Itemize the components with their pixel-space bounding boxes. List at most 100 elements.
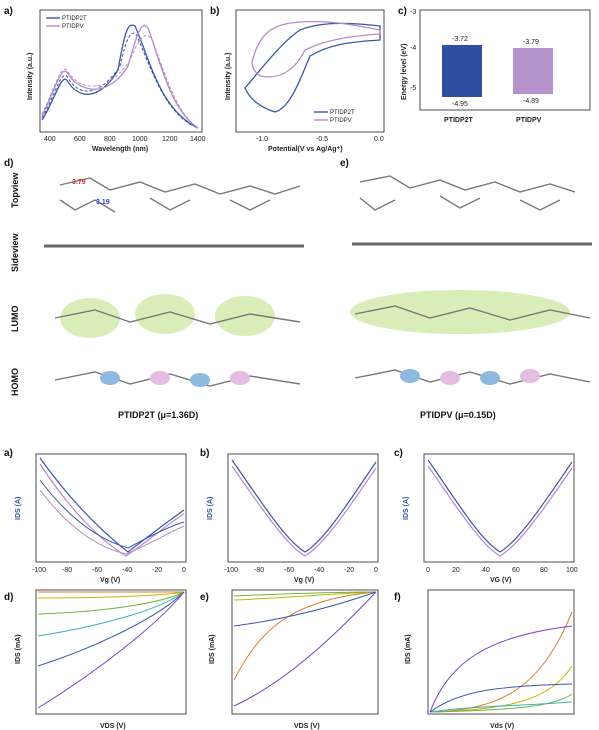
homo-ptidp2t [54, 371, 301, 387]
tick: -3 [410, 9, 416, 16]
x-axis-label: VDS (V) [294, 723, 320, 730]
x-axis-label: Vg (V) [100, 577, 120, 584]
x-axis-label: Vg (V) [294, 577, 314, 584]
panel-b-cv: b) PTIDP2T PTIDPV -1.0 -0.5 0.0 Potentia… [210, 6, 385, 153]
legend-ptidpv: PTIDPV [62, 24, 84, 30]
panel-b-letter: b) [210, 6, 219, 17]
lumo-value: -3.72 [452, 36, 468, 43]
lumo-ptidp2t [54, 294, 301, 338]
tick: 800 [104, 136, 116, 143]
tick: -40 [122, 567, 132, 574]
panel-letter: f) [394, 592, 401, 603]
bar-ptidp2t [442, 45, 482, 97]
caption-ptidpv: PTIDPV (μ=0.15D) [420, 410, 496, 420]
cv-ptidp2t-loop [244, 22, 381, 113]
top-figure-svg: a) PTIDP2T PTIDPV 400 600 800 1000 1200 … [4, 6, 592, 420]
x-axis-label: Wavelength (nm) [92, 146, 148, 153]
cv-ptidpv-loop [251, 20, 381, 78]
y-axis-label: Intensity (a.u.) [225, 53, 232, 100]
x-axis-label: VDS (V) [100, 723, 126, 730]
tick: -0.5 [316, 136, 328, 143]
row-label-homo: HOMO [10, 368, 20, 396]
series-ptidpv-film [41, 35, 199, 129]
tick: 40 [482, 567, 490, 574]
distance-label: 3.19 [96, 199, 110, 206]
tick: 600 [74, 136, 86, 143]
output-d: d) VDS (V) IDS (mA) [4, 589, 187, 730]
panel-a-absorption: a) PTIDP2T PTIDPV 400 600 800 1000 1200 … [4, 6, 206, 153]
tick: -80 [62, 567, 72, 574]
category-label: PTIDP2T [444, 117, 474, 124]
x-axis-label: VG (V) [490, 577, 511, 584]
bar-ptidpv [513, 48, 553, 94]
tick: -20 [344, 567, 354, 574]
x-axis-label: Potential(V vs Ag/Ag⁺) [268, 146, 343, 153]
tick: 400 [44, 136, 56, 143]
legend-ptidp2t: PTIDP2T [62, 16, 87, 22]
panel-letter: e) [200, 592, 209, 603]
row-label-topview: Topview [10, 172, 20, 208]
y-axis-label: IDS (A) [15, 497, 22, 520]
molecule-ptidpv-topview [359, 175, 576, 211]
tick: -40 [314, 567, 324, 574]
tick: 0 [426, 567, 430, 574]
tick: 1400 [190, 136, 206, 143]
series-ptidpv-solution [41, 24, 199, 129]
panel-c-energy: c) -3.72 -3.79 -4.95 -4.89 -3 -4 -5 PTID… [398, 6, 591, 124]
tick: -20 [152, 567, 162, 574]
y-axis-label: Intensity (a.u.) [27, 53, 34, 100]
panel-c-letter: c) [398, 6, 407, 17]
panel-letter: b) [200, 448, 209, 459]
tick: 100 [566, 567, 578, 574]
molecule-ptidp2t-topview: 3.79 3.19 [59, 177, 301, 213]
legend-ptidpv: PTIDPV [330, 118, 352, 124]
panel-b-axes [235, 9, 385, 133]
legend-ptidp2t: PTIDP2T [330, 110, 355, 116]
tick: 0 [182, 567, 186, 574]
panel-a-letter: a) [4, 6, 13, 17]
caption-ptidp2t: PTIDP2T (μ=1.36D) [118, 410, 198, 420]
y-axis-label: IDS (A) [207, 497, 214, 520]
tick: 0 [374, 567, 378, 574]
transfer-c: c) 0 20 40 60 80 100 VG (V) IDS (A) [394, 448, 578, 584]
figure-top: a) PTIDP2T PTIDPV 400 600 800 1000 1200 … [4, 6, 592, 420]
homo-ptidpv [354, 369, 591, 385]
x-axis-label: Vds (V) [490, 723, 514, 730]
panel-letter: c) [394, 448, 403, 459]
tick: 60 [512, 567, 520, 574]
y-axis-label: IDS (A) [403, 497, 410, 520]
tick: 0.0 [374, 136, 384, 143]
figure-bottom: a) -100 -80 -60 -40 -20 0 Vg (V) IDS (A)… [0, 440, 599, 730]
panel-letter: a) [4, 448, 13, 459]
output-f: f) Vds (V) IDS (mA) [394, 589, 575, 730]
y-axis-label: IDS (mA) [209, 634, 216, 664]
row-label-sideview: Sideview [10, 232, 20, 272]
y-axis-label: IDS (mA) [405, 634, 412, 664]
lumo-value: -3.79 [523, 39, 539, 46]
transfer-a: a) -100 -80 -60 -40 -20 0 Vg (V) IDS (A) [4, 448, 187, 584]
bottom-figure-svg: a) -100 -80 -60 -40 -20 0 Vg (V) IDS (A)… [4, 448, 578, 730]
tick: -60 [284, 567, 294, 574]
y-axis-label: Energy level (eV) [401, 44, 408, 100]
tick: -100 [224, 567, 238, 574]
panel-e-letter: e) [340, 158, 349, 169]
panel-letter: d) [4, 592, 13, 603]
panel-c-axes [419, 9, 591, 111]
distance-label: 3.79 [72, 179, 86, 186]
tick: 20 [452, 567, 460, 574]
series-ptidp2t-film [41, 32, 199, 129]
tick: -4 [410, 45, 416, 52]
y-axis-label: IDS (mA) [15, 634, 22, 664]
tick: -80 [254, 567, 264, 574]
tick: -100 [32, 567, 46, 574]
output-e: e) VDS (V) IDS (mA) [200, 589, 379, 730]
panel-a-axes [39, 9, 203, 133]
homo-value: -4.95 [452, 101, 468, 108]
tick: -60 [92, 567, 102, 574]
homo-value: -4.89 [523, 98, 539, 105]
tick: 1000 [132, 136, 148, 143]
series-ptidp2t-solution [41, 24, 199, 129]
transfer-b: b) -100 -80 -60 -40 -20 0 Vg (V) IDS (A) [200, 448, 379, 584]
panel-d-letter: d) [4, 158, 13, 169]
category-label: PTIDPV [516, 117, 542, 124]
